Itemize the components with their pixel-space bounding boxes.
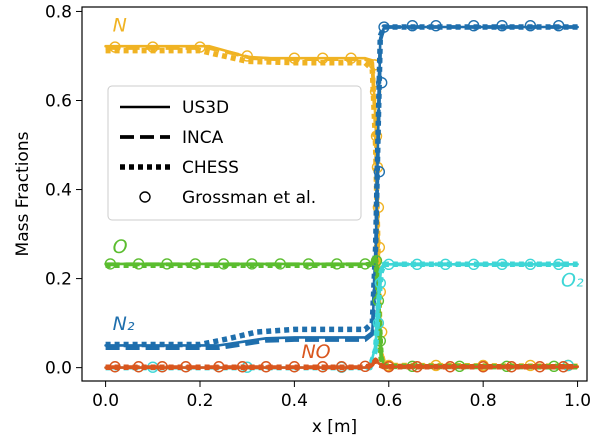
data-point-no-grossman bbox=[260, 361, 272, 373]
y-tick-label: 0.4 bbox=[45, 181, 72, 201]
data-point-n-grossman bbox=[378, 21, 390, 33]
chart-axes: 0.0 0.2 0.4 0.6 0.8 1.0 0.0 0.2 0.4 0.6 0.8 bbox=[45, 2, 591, 411]
data-point-o-grossman bbox=[496, 258, 508, 271]
data-point-no-grossman bbox=[359, 360, 371, 373]
data-point-no-grossman bbox=[534, 361, 546, 373]
data-point-n-grossman bbox=[345, 52, 357, 64]
data-point-o-grossman bbox=[383, 258, 395, 271]
data-point-no-grossman bbox=[335, 361, 348, 373]
species-label-no: NO bbox=[301, 341, 330, 363]
x-tick-label: 0.2 bbox=[186, 391, 213, 411]
legend-marker-circle bbox=[139, 191, 151, 203]
data-point-o-grossman bbox=[331, 258, 343, 270]
data-point-n-grossman bbox=[317, 52, 329, 64]
legend-label: Grossman et al. bbox=[182, 188, 316, 208]
data-point-o-grossman bbox=[161, 258, 173, 270]
series-o-us3d bbox=[104, 263, 579, 369]
series-o-chess bbox=[105, 261, 578, 371]
y-tick-label: 0.6 bbox=[45, 92, 72, 112]
data-point-n-grossman bbox=[552, 20, 565, 32]
data-point-no-grossman bbox=[132, 361, 145, 373]
data-point-o-grossman bbox=[189, 258, 201, 270]
data-point-o-grossman bbox=[359, 258, 371, 270]
data-point-o-grossman bbox=[132, 258, 145, 270]
data-point-o-grossman bbox=[274, 258, 286, 270]
y-tick-label: 0.2 bbox=[45, 270, 72, 290]
data-point-no-grossman bbox=[156, 361, 168, 373]
data-point-no-grossman bbox=[477, 361, 489, 373]
series-o-inca bbox=[105, 262, 578, 370]
data-point-o-grossman bbox=[468, 258, 480, 271]
data-point-o-grossman bbox=[104, 258, 117, 270]
data-point-o-grossman bbox=[302, 258, 315, 270]
series-o-us3d bbox=[104, 255, 579, 369]
data-point-no-grossman bbox=[505, 361, 518, 373]
data-point-o-grossman bbox=[374, 277, 386, 289]
y-axis-label: Mass Fractions bbox=[13, 131, 33, 256]
plot-frame bbox=[81, 6, 588, 382]
species-label-n: N₂ bbox=[113, 313, 135, 335]
series-o-chess bbox=[105, 257, 578, 370]
species-label-o: O bbox=[113, 236, 128, 258]
x-tick-label: 0.4 bbox=[281, 391, 308, 411]
data-point-no-grossman bbox=[236, 361, 249, 373]
data-point-no-grossman bbox=[317, 361, 329, 373]
legend-box bbox=[107, 85, 362, 221]
data-point-n-grossman bbox=[288, 52, 301, 64]
species-label-n: N bbox=[113, 14, 127, 36]
data-point-no-grossman bbox=[383, 361, 395, 373]
legend-label: US3D bbox=[182, 98, 229, 118]
data-point-o-grossman bbox=[524, 258, 537, 271]
x-tick-label: 0.6 bbox=[375, 391, 402, 411]
data-point-n-grossman bbox=[373, 166, 386, 178]
data-point-no-grossman bbox=[288, 361, 301, 373]
legend-label: CHESS bbox=[182, 158, 239, 178]
x-tick-label: 1.0 bbox=[564, 391, 591, 411]
data-point-n-grossman bbox=[147, 41, 159, 53]
data-point-o-grossman bbox=[552, 258, 565, 271]
data-point-n-grossman bbox=[109, 41, 121, 53]
x-tick-label: 0.8 bbox=[470, 391, 497, 411]
x-axis-label: x [m] bbox=[312, 417, 357, 437]
series-o-inca bbox=[105, 256, 578, 369]
data-point-o-grossman bbox=[217, 258, 230, 270]
data-point-o-grossman bbox=[411, 258, 423, 271]
species-labels: N N₂ O O₂ NO bbox=[113, 14, 584, 362]
y-tick-label: 0.0 bbox=[45, 359, 72, 379]
y-tick-label: 0.8 bbox=[45, 2, 72, 22]
data-point-n-grossman bbox=[406, 20, 419, 32]
x-tick-label: 0.0 bbox=[92, 391, 119, 411]
legend: US3D INCA CHESS Grossman et al. bbox=[107, 85, 362, 221]
data-point-n-grossman bbox=[241, 50, 253, 62]
data-point-no-grossman bbox=[444, 361, 456, 373]
species-label-o: O₂ bbox=[561, 270, 584, 292]
legend-label: INCA bbox=[182, 128, 224, 148]
data-point-no-grossman bbox=[213, 361, 225, 373]
data-point-n-grossman bbox=[496, 20, 508, 32]
data-point-no-grossman bbox=[557, 361, 570, 373]
data-point-o-grossman bbox=[372, 317, 385, 329]
data-point-no-grossman bbox=[180, 361, 192, 373]
data-point-n-grossman bbox=[375, 76, 388, 89]
data-point-o-grossman bbox=[370, 255, 383, 267]
data-point-no-grossman bbox=[411, 361, 423, 373]
chart-marks bbox=[104, 20, 579, 373]
data-point-n-grossman bbox=[430, 20, 442, 32]
data-point-o-grossman bbox=[246, 258, 258, 270]
data-point-n-grossman bbox=[194, 41, 206, 53]
data-point-n-grossman bbox=[468, 20, 480, 32]
data-point-o-grossman bbox=[439, 258, 452, 271]
data-point-n-grossman bbox=[524, 20, 537, 32]
data-point-no-grossman bbox=[109, 361, 121, 373]
series-n-us3d bbox=[104, 25, 579, 347]
